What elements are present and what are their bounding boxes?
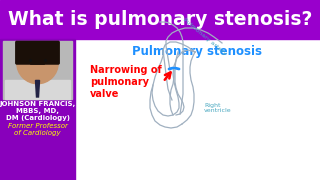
Text: JOHNSON FRANCIS,
MBBS, MD,
DM (Cardiology): JOHNSON FRANCIS, MBBS, MD, DM (Cardiolog… bbox=[0, 101, 76, 121]
Text: Pulmonary stenosis: Pulmonary stenosis bbox=[132, 45, 262, 58]
Text: Pulmonary artery: Pulmonary artery bbox=[182, 17, 228, 57]
Text: Former Professor
of Cardiology: Former Professor of Cardiology bbox=[8, 123, 68, 136]
Polygon shape bbox=[36, 80, 39, 97]
Circle shape bbox=[17, 42, 58, 84]
Bar bbox=[0, 0, 320, 39]
Bar bbox=[3, 41, 72, 99]
Bar bbox=[5, 80, 70, 99]
Text: What is pulmonary stenosis?: What is pulmonary stenosis? bbox=[8, 10, 312, 29]
FancyBboxPatch shape bbox=[16, 41, 59, 64]
Bar bbox=[35, 76, 41, 80]
Text: Narrowing of
pulmonary
valve: Narrowing of pulmonary valve bbox=[90, 65, 162, 99]
Text: Right
ventricle: Right ventricle bbox=[204, 103, 232, 113]
Bar bbox=[75, 39, 320, 180]
Bar bbox=[0, 39, 75, 180]
